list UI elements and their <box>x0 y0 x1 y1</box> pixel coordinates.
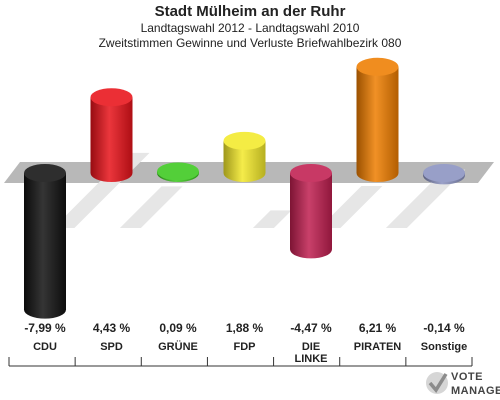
bar-top-cap <box>157 162 199 181</box>
bar-sonstige <box>423 164 465 185</box>
category-label: LINKE <box>295 353 328 365</box>
checkmark-icon <box>426 372 448 394</box>
category-label: CDU <box>33 341 57 353</box>
bar-fdp <box>223 131 266 182</box>
category-label: GRÜNE <box>158 340 198 353</box>
bar-shadow <box>119 186 183 228</box>
value-label: -0,14 % <box>423 321 465 335</box>
votemanager-logo: VOTE MANAGER <box>426 371 500 397</box>
category-label: PIRATEN <box>354 341 402 353</box>
bar-shadow <box>252 210 292 228</box>
bar-body <box>24 173 66 310</box>
value-labels: -7,99 % 4,43 % 0,09 % 1,88 % -4,47 % 6,21 % -0… <box>24 321 465 335</box>
bar-shadow <box>319 185 383 228</box>
category-label: FDP <box>234 341 256 353</box>
value-label: 6,21 % <box>359 321 397 335</box>
bar-cdu <box>24 164 66 319</box>
category-label: DIE <box>302 341 320 353</box>
bar-top-cap <box>90 88 133 107</box>
category-label: Sonstige <box>421 341 467 353</box>
value-label: 4,43 % <box>93 321 131 335</box>
value-label: 0,09 % <box>159 321 197 335</box>
bar-bottom-cap <box>90 164 133 182</box>
bar-body <box>90 97 133 173</box>
bar-body <box>290 173 332 250</box>
logo-line1: VOTE <box>451 371 483 383</box>
category-label: SPD <box>100 341 123 353</box>
bar-top-cap <box>223 131 266 150</box>
chart-description: Zweitstimmen Gewinne und Verluste Briefw… <box>98 36 402 50</box>
bar-top-cap <box>423 164 465 182</box>
chart-title: Stadt Mülheim an der Ruhr <box>154 3 346 20</box>
bars <box>24 57 465 319</box>
value-label: -4,47 % <box>290 321 332 335</box>
chart-subtitle: Landtagswahl 2012 - Landtagswahl 2010 <box>140 21 360 35</box>
bar-bottom-cap <box>223 164 266 182</box>
bar-bottom-cap <box>290 240 332 259</box>
value-label: -7,99 % <box>24 321 66 335</box>
bar-bottom-cap <box>356 164 399 182</box>
bar-body <box>356 66 399 173</box>
bar-spd <box>90 88 133 182</box>
bar-top-cap <box>24 164 66 182</box>
bar-die-linke <box>290 164 332 259</box>
bar-bottom-cap <box>24 300 66 319</box>
value-label: 1,88 % <box>226 321 264 335</box>
bar-piraten <box>356 57 399 182</box>
bar-top-cap <box>290 164 332 182</box>
bar-top-cap <box>356 57 399 76</box>
bar-grüne <box>157 162 199 182</box>
logo-line2: MANAGER <box>451 385 500 397</box>
